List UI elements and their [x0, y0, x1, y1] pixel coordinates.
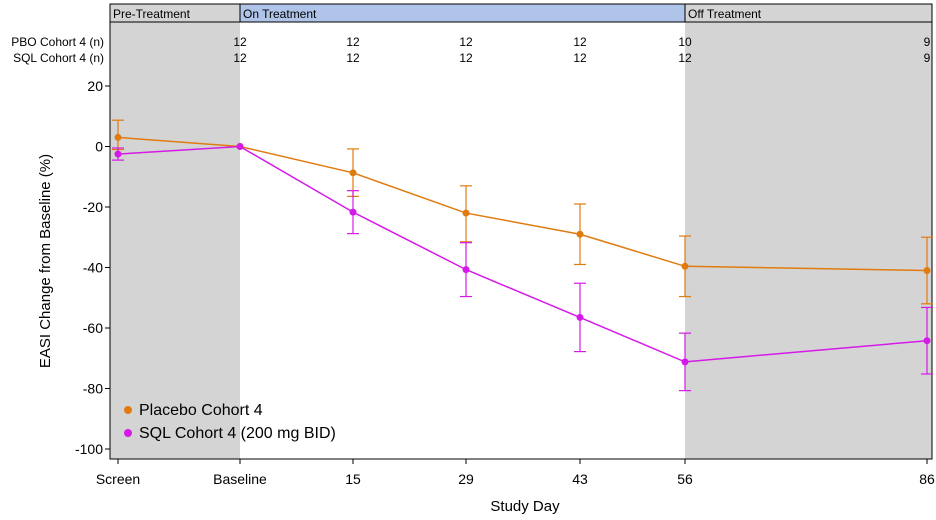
data-point	[114, 150, 122, 158]
y-tick-label: -100	[75, 441, 103, 457]
legend-marker	[124, 429, 132, 437]
data-point	[681, 262, 689, 270]
data-point	[923, 267, 931, 275]
y-tick-label: -60	[83, 320, 103, 336]
n-row-label: PBO Cohort 4 (n)	[11, 35, 104, 49]
x-tick-label: 15	[345, 471, 361, 487]
data-point	[576, 230, 584, 238]
phase-label-pre-treatment: Pre-Treatment	[113, 7, 191, 21]
x-tick-label: 86	[919, 471, 935, 487]
n-value: 9	[924, 51, 931, 65]
phase-banner: Pre-Treatment On Treatment Off Treatment	[109, 3, 933, 23]
x-axis: Screen Baseline 15 29 43 56 86	[96, 459, 935, 487]
n-value: 12	[233, 51, 247, 65]
n-table: PBO Cohort 4 (n) 12 12 12 12 10 9 SQL Cohort 4 …	[11, 35, 930, 65]
phase-label-off-treatment: Off Treatment	[688, 7, 762, 21]
n-value: 10	[678, 35, 692, 49]
legend-label: Placebo Cohort 4	[139, 402, 263, 419]
y-tick-label: -80	[83, 381, 103, 397]
y-tick-label: -20	[83, 199, 103, 215]
n-value: 12	[573, 51, 587, 65]
legend-label: SQL Cohort 4 (200 mg BID)	[139, 425, 336, 442]
y-tick-label: -40	[83, 260, 103, 276]
legend: Placebo Cohort 4 SQL Cohort 4 (200 mg BID…	[124, 402, 336, 442]
data-point	[462, 209, 470, 217]
x-tick-label: Baseline	[213, 471, 267, 487]
phase-shade-off-treatment	[685, 22, 932, 459]
plot-frame	[109, 3, 933, 460]
n-value: 12	[346, 35, 360, 49]
data-point	[349, 208, 357, 216]
data-point	[236, 143, 244, 150]
n-value: 12	[573, 35, 587, 49]
n-value: 12	[459, 51, 473, 65]
phase-label-on-treatment: On Treatment	[243, 7, 317, 21]
data-point	[576, 313, 584, 321]
n-row-label: SQL Cohort 4 (n)	[13, 51, 104, 65]
n-value: 12	[233, 35, 247, 49]
data-point	[681, 358, 689, 366]
n-value: 12	[678, 51, 692, 65]
x-tick-label: 56	[677, 471, 693, 487]
n-value: 9	[924, 35, 931, 49]
y-axis-title: EASI Change from Baseline (%)	[37, 154, 54, 368]
series-sql-cohort-4-200-mg-bid	[112, 143, 933, 392]
x-tick-label: Screen	[96, 471, 140, 487]
phase-backgrounds	[110, 22, 932, 459]
data-point	[114, 133, 122, 141]
x-axis-title: Study Day	[490, 498, 560, 515]
data-point	[462, 266, 470, 274]
x-tick-label: 29	[458, 471, 474, 487]
x-tick-label: 43	[572, 471, 588, 487]
phase-shade-pre-treatment	[110, 22, 240, 459]
series	[112, 119, 933, 392]
n-value: 12	[346, 51, 360, 65]
data-point	[923, 337, 931, 345]
y-tick-label: 0	[95, 139, 103, 155]
legend-marker	[124, 406, 132, 414]
n-value: 12	[459, 35, 473, 49]
y-tick-label: 20	[87, 78, 103, 94]
data-point	[349, 169, 357, 177]
y-axis: 20 0 -20 -40 -60 -80 -100	[75, 78, 110, 457]
